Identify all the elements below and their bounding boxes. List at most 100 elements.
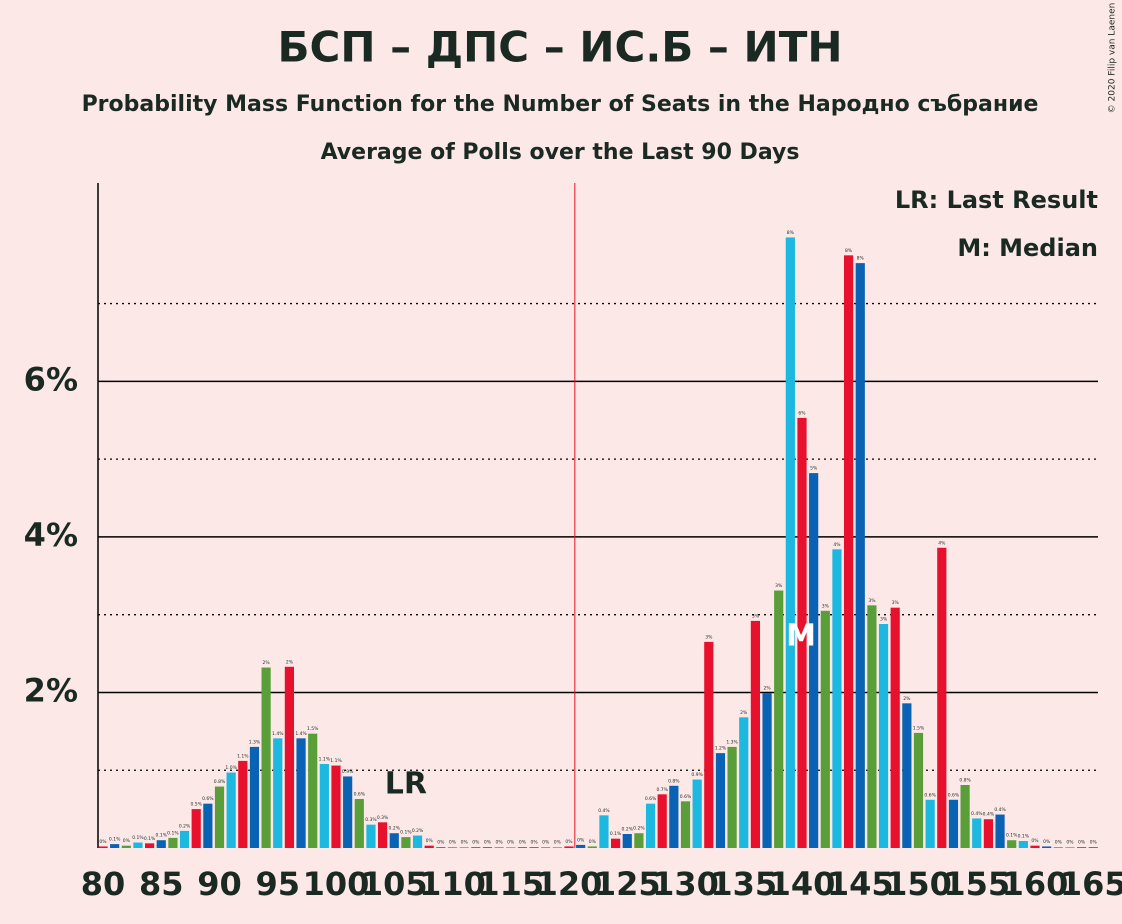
bar [599,815,609,848]
bar [133,842,143,848]
value-label: 0.1% [400,830,412,836]
x-tick-label: 130 [652,865,719,903]
value-label: 0.1% [132,835,144,841]
value-label: 0% [437,840,445,846]
value-label: 0.3% [365,817,377,823]
bar [261,667,271,848]
bar [762,693,772,848]
value-label: 0% [461,840,469,846]
value-label: 1.4% [295,731,307,737]
bar [960,785,970,848]
value-label: 2% [763,686,771,692]
value-label: 6% [798,410,806,416]
x-tick-label: 90 [197,865,242,903]
value-label: 0% [1090,840,1098,846]
bar [680,801,691,848]
bar [669,785,679,848]
value-label: 0% [123,838,131,844]
bar [401,837,411,848]
value-label: 0.8% [668,778,680,784]
bar [774,590,784,848]
bar [645,803,656,848]
value-label: 4% [938,540,946,546]
x-tick-label: 155 [943,865,1010,903]
bar [727,746,737,848]
bar [739,717,749,848]
y-tick-label: 4% [24,516,78,554]
bar [541,847,551,848]
value-label: 0.1% [610,831,622,837]
subtitle: Average of Polls over the Last 90 Days [321,140,800,165]
bar [191,809,201,848]
bar [948,799,959,848]
bar [611,838,621,848]
x-tick-label: 125 [594,865,661,903]
bar [844,255,854,849]
value-label: 0.2% [412,828,424,834]
bar [913,732,924,848]
bar [331,765,341,848]
bar [389,833,399,848]
value-label: 8% [857,256,865,262]
bar [517,847,527,848]
value-label: 0.5% [190,802,202,808]
value-label: 1.5% [913,725,925,731]
value-label: 0.4% [994,807,1006,813]
value-label: 1.5% [307,726,319,732]
value-label: 0.3% [377,815,389,821]
bar [576,844,586,848]
value-label: 3% [868,598,876,604]
bar [273,738,283,848]
value-label: 0% [554,840,562,846]
value-label: 0.1% [1006,833,1018,839]
bar [1053,847,1063,848]
value-label: 1.3% [726,739,738,745]
bar [214,786,225,848]
bar [1018,841,1028,848]
value-label: 8% [787,230,795,236]
value-label: 0.6% [645,796,657,802]
x-tick-label: 100 [303,865,370,903]
x-tick-label: 150 [885,865,952,903]
bar [179,830,190,848]
bar [121,845,131,848]
bar [168,837,178,848]
bar [494,847,504,848]
value-label: 0% [426,838,434,844]
bar [715,753,726,848]
value-label: 0% [1078,840,1086,846]
value-label: 0% [519,840,527,846]
bar [1007,840,1017,848]
bar [1030,845,1040,848]
bar [750,620,760,848]
subtitle: Probability Mass Function for the Number… [82,92,1039,117]
bar [156,840,166,848]
value-label: 0% [589,839,597,845]
bar [447,847,458,848]
value-label: 1.0% [225,765,237,771]
bar [145,843,155,848]
bar [226,772,236,848]
value-label: 1.3% [249,739,261,745]
bar [471,847,481,848]
value-label: 2% [903,696,911,702]
x-tick-label: 140 [769,865,836,903]
bar [890,607,900,848]
value-label: 1.1% [319,757,331,763]
value-label: 0% [1031,838,1039,844]
bar [564,846,574,848]
value-label: 0% [99,839,107,845]
median-label: M [786,619,816,654]
bar [529,847,539,848]
value-label: 0% [542,840,550,846]
bar [937,547,947,848]
legend-entry: M: Median [957,234,1098,262]
value-label: 0.2% [622,827,634,833]
bar [587,846,597,848]
value-label: 1.1% [330,758,342,764]
value-label: 0% [1066,840,1074,846]
x-tick-label: 110 [419,865,486,903]
bar [657,794,667,848]
